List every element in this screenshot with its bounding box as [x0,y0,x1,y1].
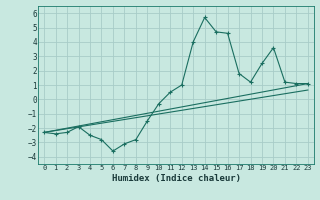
X-axis label: Humidex (Indice chaleur): Humidex (Indice chaleur) [111,174,241,183]
